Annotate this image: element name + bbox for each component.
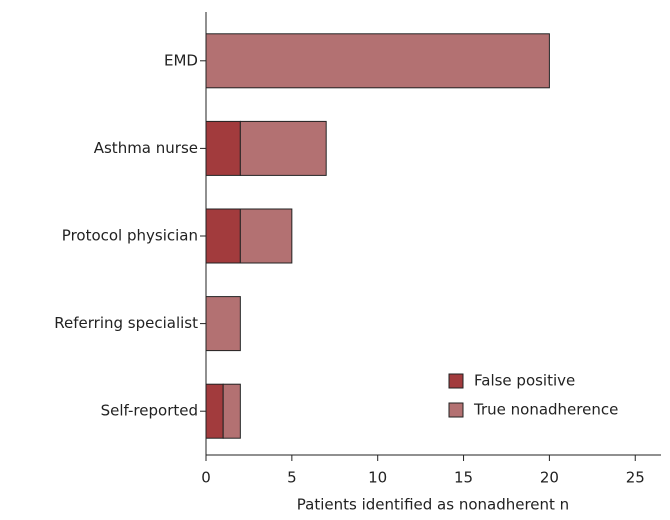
y-tick-label: Self-reported: [101, 402, 198, 420]
y-tick-label: Referring specialist: [54, 314, 198, 332]
x-tick-label: 20: [540, 469, 559, 487]
x-tick-label: 0: [201, 469, 211, 487]
legend-swatch: [448, 402, 464, 418]
bar-segment: [205, 33, 550, 89]
legend-label: False positive: [474, 372, 575, 390]
x-tick-label: 5: [287, 469, 297, 487]
bar-segment: [205, 383, 224, 439]
bar-segment: [205, 296, 241, 352]
y-tick-label: Protocol physician: [62, 227, 198, 245]
x-tick-label: 25: [626, 469, 645, 487]
bar-segment: [222, 383, 241, 439]
x-axis-label: Patients identified as nonadherent n: [297, 496, 569, 514]
bar-segment: [205, 208, 241, 264]
y-tick-label: Asthma nurse: [94, 139, 198, 157]
x-tick-label: 10: [368, 469, 387, 487]
y-tick-label: EMD: [164, 51, 198, 69]
x-tick-label: 15: [454, 469, 473, 487]
bar-segment: [239, 120, 327, 176]
bar-segment: [205, 120, 241, 176]
legend-swatch: [448, 373, 464, 389]
legend-label: True nonadherence: [473, 401, 618, 419]
bar-segment: [239, 208, 293, 264]
